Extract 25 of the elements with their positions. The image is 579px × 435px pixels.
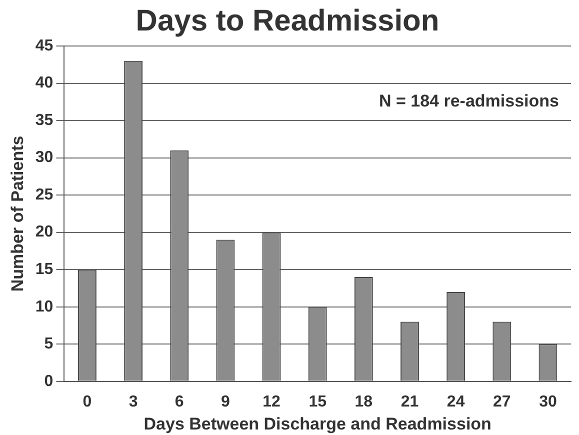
x-tick-label: 6 <box>174 393 184 410</box>
chart-title: Days to Readmission <box>136 4 440 38</box>
y-tick-label: 35 <box>35 112 54 129</box>
x-tick-label: 27 <box>492 393 511 410</box>
y-tick-label: 20 <box>35 224 54 241</box>
y-tick-label: 45 <box>35 37 54 54</box>
annotation: N = 184 re-admissions <box>378 92 559 111</box>
x-tick-label: 9 <box>221 393 230 410</box>
x-axis-title: Days Between Discharge and Readmission <box>144 414 492 434</box>
x-tick-label: 3 <box>128 393 138 410</box>
x-tick-label: 15 <box>308 393 327 410</box>
y-tick-label: 30 <box>35 149 54 166</box>
y-tick-label: 5 <box>44 336 54 353</box>
x-tick-label: 0 <box>82 393 92 410</box>
y-tick-label: 25 <box>35 186 54 204</box>
x-tick-label: 30 <box>539 393 557 410</box>
y-tick-label: 40 <box>35 74 54 92</box>
y-axis-title: Number of Patients <box>8 136 27 292</box>
x-tick-label: 12 <box>262 393 281 410</box>
y-tick-label: 10 <box>35 298 54 316</box>
x-tick-label: 21 <box>400 393 419 410</box>
x-tick-label: 18 <box>354 393 373 410</box>
x-tick-label: 24 <box>446 393 465 410</box>
y-tick-label: 0 <box>44 372 54 390</box>
y-tick-label: 15 <box>35 261 54 278</box>
